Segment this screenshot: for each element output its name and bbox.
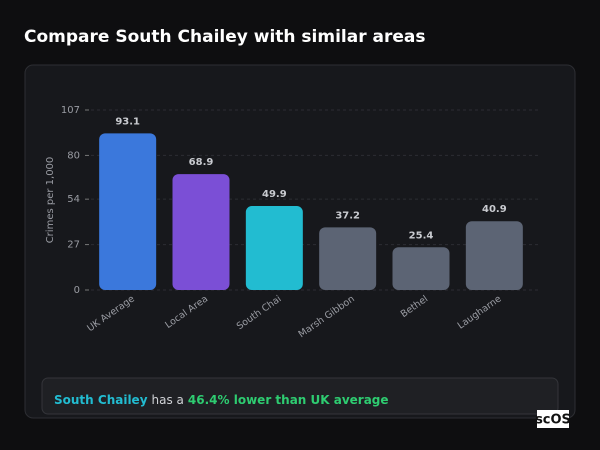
value-label: 93.1: [115, 116, 140, 127]
y-tick-label: 27: [67, 240, 80, 251]
bar: [245, 206, 303, 290]
page-title: Compare South Chailey with similar areas: [24, 27, 426, 47]
bar: [465, 221, 523, 290]
y-tick-label: 0: [74, 285, 80, 296]
value-label: 49.9: [262, 189, 287, 200]
bar: [172, 174, 230, 290]
note-box: [41, 377, 559, 415]
value-label: 40.9: [482, 204, 507, 215]
note-area: South Chailey: [54, 393, 148, 407]
value-label: 68.9: [189, 157, 214, 168]
y-tick-label: 107: [61, 105, 80, 116]
value-label: 37.2: [335, 210, 360, 221]
y-tick-label: 54: [67, 194, 80, 205]
note-text: has a: [152, 393, 184, 407]
value-label: 25.4: [409, 230, 434, 241]
bar: [392, 247, 450, 290]
logo: scOS: [535, 413, 571, 428]
note: South Chailey has a 46.4% lower than UK av…: [54, 393, 389, 407]
y-tick-label: 80: [67, 150, 80, 161]
logo-box: [537, 410, 569, 428]
bar: [99, 133, 157, 290]
note-highlight: 46.4% lower than UK average: [188, 393, 389, 407]
y-axis-label: Crimes per 1,000: [45, 157, 56, 244]
bar: [319, 227, 377, 290]
